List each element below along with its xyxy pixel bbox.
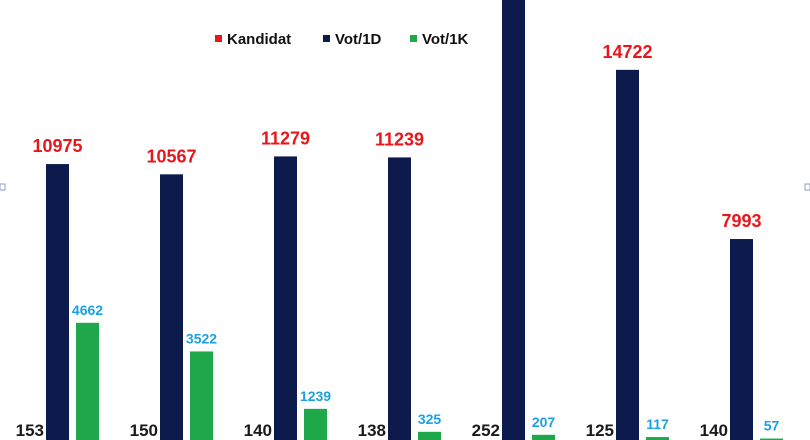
bar-vot1k-5 [532, 434, 555, 440]
bar-vot1d-4 [388, 157, 411, 440]
label-vot1k-7: 57 [764, 418, 780, 434]
legend-label-kandidat: Kandidat [227, 31, 291, 48]
legend-swatch-vot1k [410, 35, 417, 42]
label-vot1d-4: 11239 [375, 129, 424, 149]
bar-vot1k-7 [760, 438, 783, 440]
label-vot1k-4: 325 [418, 411, 442, 427]
label-vot1d-6: 14722 [602, 42, 652, 62]
plot-area: 10975 4662 153 10567 3522 150 11279 1239 140 1123… [16, 0, 783, 440]
resize-handle-left[interactable] [0, 183, 6, 191]
label-kandidat-7: 140 [700, 421, 728, 440]
label-vot1k-2: 3522 [186, 330, 217, 346]
label-vot1d-7: 7993 [721, 211, 761, 231]
label-vot1d-2: 10567 [146, 146, 196, 166]
label-kandidat-6: 125 [586, 421, 614, 440]
legend: Kandidat Vot/1D Vot/1K [215, 31, 469, 48]
label-vot1d-1: 10975 [32, 136, 82, 156]
label-kandidat-3: 140 [244, 421, 272, 440]
label-kandidat-2: 150 [130, 421, 158, 440]
bar-vot1d-7 [730, 239, 753, 440]
bar-vot1k-1 [76, 322, 99, 440]
label-kandidat-4: 138 [358, 421, 386, 440]
label-vot1k-5: 207 [532, 414, 556, 430]
legend-label-vot1k: Vot/1K [422, 31, 469, 48]
bar-vot1k-3 [304, 408, 327, 440]
legend-swatch-vot1d [323, 35, 330, 42]
label-vot1k-1: 4662 [72, 302, 103, 318]
bar-vot1d-6 [616, 69, 639, 440]
bar-vot1k-2 [190, 351, 213, 440]
bar-vot1d-2 [160, 174, 183, 440]
bar-vot1d-3 [274, 156, 297, 440]
label-kandidat-1: 153 [16, 421, 44, 440]
bar-vot1d-5 [502, 0, 525, 440]
resize-handle-right[interactable] [804, 183, 810, 191]
label-kandidat-5: 252 [472, 421, 500, 440]
label-vot1k-3: 1239 [300, 388, 331, 404]
label-vot1k-6: 117 [646, 416, 669, 432]
legend-swatch-kandidat [215, 35, 222, 42]
legend-label-vot1d: Vot/1D [335, 31, 382, 48]
bar-vot1k-6 [646, 437, 669, 440]
bar-vot1d-1 [46, 164, 69, 440]
label-vot1d-3: 11279 [261, 128, 310, 148]
bar-vot1k-4 [418, 431, 441, 440]
